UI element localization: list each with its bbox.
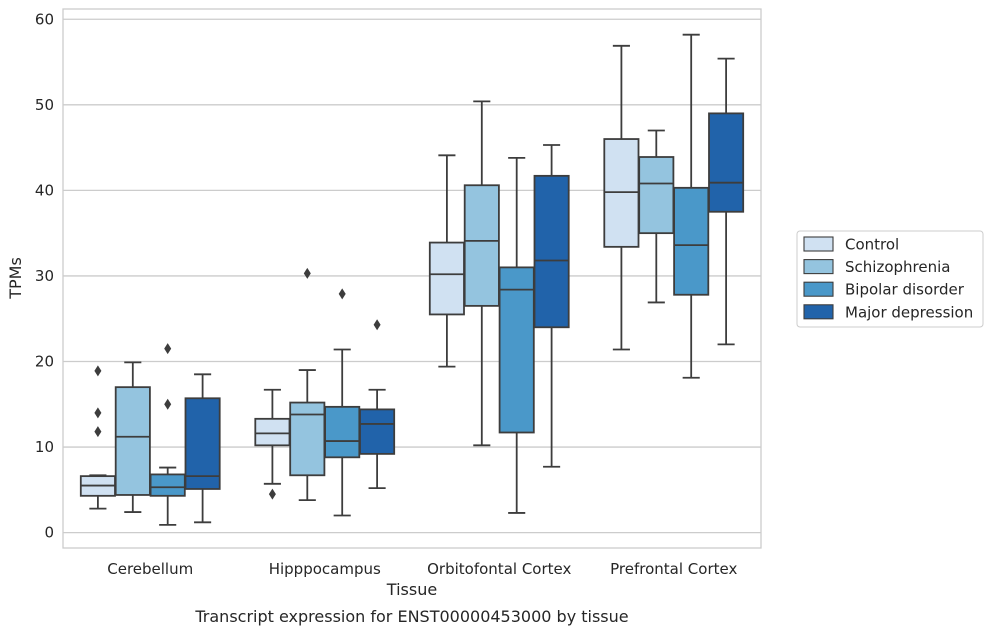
box-control-3 (603, 44, 640, 351)
iqr-box (254, 417, 291, 447)
legend-label: Major depression (845, 303, 973, 321)
legend-swatch (803, 304, 834, 320)
outlier-point (268, 488, 276, 500)
iqr-box (114, 386, 151, 496)
x-tick-label: Hipppocampus (269, 560, 381, 578)
grid-layer (63, 18, 761, 534)
iqr-box (324, 405, 361, 459)
iqr-box (428, 241, 465, 316)
y-tick-label: 20 (35, 352, 54, 370)
legend-swatch (803, 259, 834, 275)
box-major-depression-0 (184, 373, 221, 524)
y-tick-label: 0 (44, 524, 54, 542)
box-bipolar-disorder-3 (673, 33, 710, 379)
x-tick-label: Prefrontal Cortex (610, 560, 737, 578)
iqr-box (708, 112, 745, 213)
y-tick-label: 60 (35, 10, 54, 28)
box-bipolar-disorder-0 (149, 343, 186, 526)
legend-swatch (803, 281, 834, 297)
outlier-point (164, 343, 172, 355)
outlier-point (94, 426, 102, 438)
iqr-box (638, 156, 675, 235)
box-layer (79, 33, 745, 526)
outlier-point (94, 365, 102, 377)
outlier-point (373, 319, 381, 331)
y-tick-label: 50 (35, 96, 54, 114)
y-axis-label: TPMs (6, 257, 25, 300)
y-tick-label: 40 (35, 181, 54, 199)
box-schizophrenia-2 (463, 100, 500, 447)
box-major-depression-1 (359, 319, 396, 490)
legend-label: Schizophrenia (845, 258, 950, 276)
box-bipolar-disorder-1 (324, 288, 361, 517)
x-tick-label: Orbitofontal Cortex (427, 560, 571, 578)
iqr-box (533, 174, 570, 329)
box-control-1 (254, 388, 291, 500)
outlier-point (303, 267, 311, 279)
legend: Control Schizophrenia Bipolar disorder Majo… (796, 230, 984, 328)
legend-label: Bipolar disorder (845, 281, 965, 299)
chart-caption: Transcript expression for ENST0000045300… (194, 607, 628, 626)
legend-swatch (803, 236, 834, 252)
box-bipolar-disorder-2 (498, 156, 535, 514)
box-major-depression-2 (533, 144, 570, 468)
legend-frame (796, 230, 984, 328)
iqr-box (149, 473, 186, 497)
outlier-point (164, 398, 172, 410)
outlier-point (94, 407, 102, 419)
y-tick-label: 30 (35, 267, 54, 285)
plot-frame (62, 8, 762, 549)
legend-label: Control (845, 236, 899, 254)
box-control-0 (79, 365, 116, 510)
x-tick-label: Cerebellum (107, 560, 193, 578)
iqr-box (498, 266, 535, 434)
iqr-box (463, 184, 500, 307)
box-major-depression-3 (708, 57, 745, 346)
iqr-box (184, 397, 221, 490)
iqr-box (673, 186, 710, 296)
x-axis: Cerebellum Hipppocampus Orbitofontal Corte… (107, 560, 737, 578)
iqr-box (359, 408, 396, 455)
outlier-point (338, 288, 346, 300)
box-schizophrenia-0 (114, 361, 151, 513)
x-axis-label: Tissue (386, 580, 437, 599)
box-schizophrenia-3 (638, 129, 675, 304)
box-schizophrenia-1 (289, 267, 326, 501)
y-tick-label: 10 (35, 438, 54, 456)
box-control-2 (428, 154, 465, 368)
y-axis: 0 10 20 30 40 50 60 (35, 10, 54, 541)
iqr-box (289, 401, 326, 477)
